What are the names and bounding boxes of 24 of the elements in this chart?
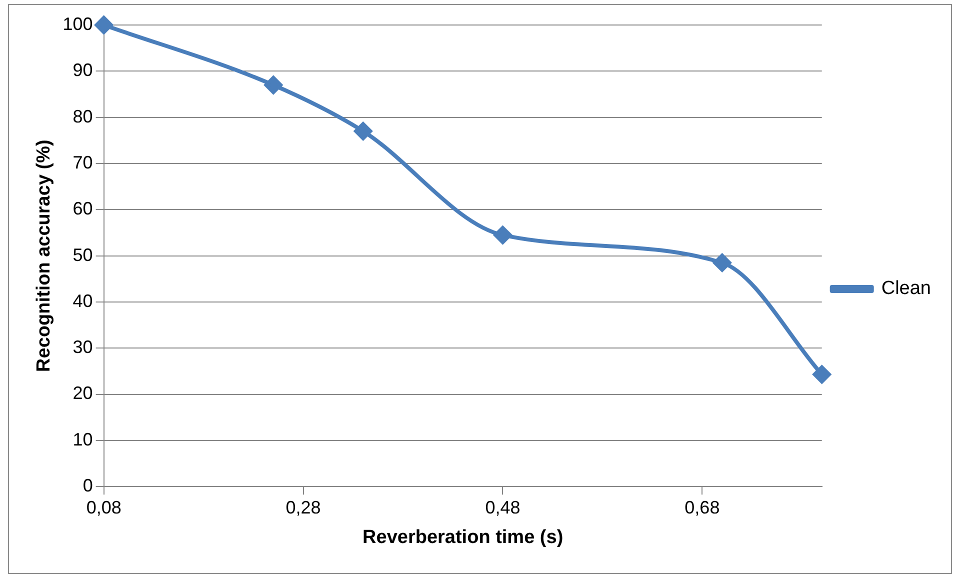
y-tick-label: 20 — [72, 383, 93, 404]
y-tick-label: 30 — [72, 337, 93, 358]
point — [812, 365, 831, 384]
x-tick-label: 0,08 — [86, 497, 122, 518]
y-tick-label: 100 — [62, 14, 93, 34]
point — [264, 76, 282, 94]
legend-label: Clean — [881, 278, 932, 300]
point — [354, 122, 372, 140]
y-tick-label: 70 — [72, 152, 93, 172]
y-tick-label: 60 — [72, 198, 93, 219]
y-tick-label: 50 — [72, 244, 93, 265]
y-tick-label: 40 — [72, 290, 93, 311]
point — [713, 254, 732, 272]
y-axis-title: Recognition accuracy (%) — [34, 140, 55, 372]
point — [94, 16, 113, 34]
y-tick-label: 80 — [72, 106, 93, 126]
x-tick-label: 0,28 — [286, 497, 321, 518]
y-tick-label: 0 — [82, 476, 93, 496]
point — [494, 226, 512, 244]
x-tick-label: 0,48 — [485, 497, 520, 518]
x-axis-title: Reverberation time (s) — [362, 526, 564, 548]
y-tick-label: 10 — [72, 429, 93, 450]
x-tick-label: 0,68 — [684, 497, 720, 518]
y-tick-label: 90 — [72, 60, 93, 80]
